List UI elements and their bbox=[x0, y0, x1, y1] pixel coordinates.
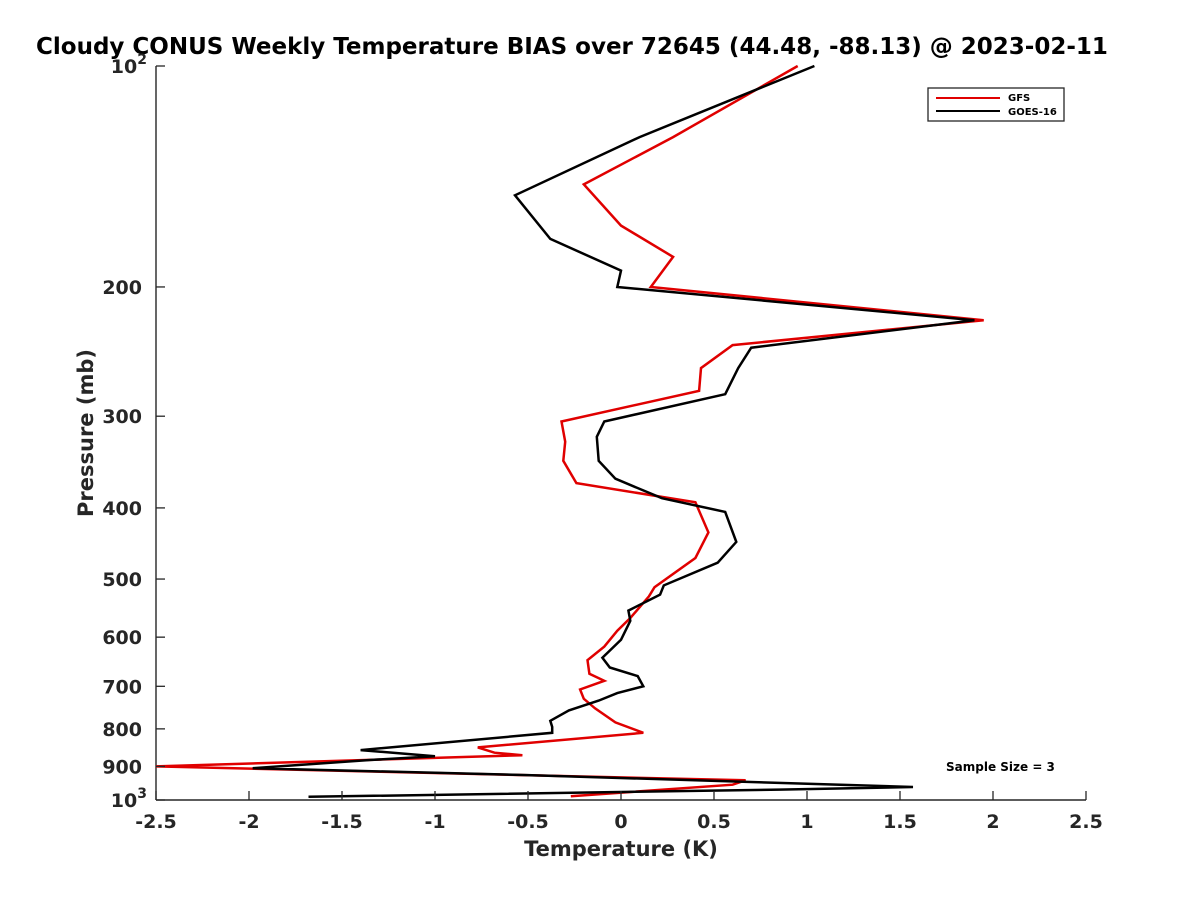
y-tick-label-4: 500 bbox=[102, 569, 142, 591]
x-tick-label-5: 0 bbox=[614, 811, 627, 833]
x-tick-label-3: -1 bbox=[424, 811, 445, 833]
x-tick-label-9: 2 bbox=[986, 811, 999, 833]
x-ticks: -2.5 -2 -1.5 -1 -0.5 0 0.5 1 1.5 2 2.5 bbox=[135, 791, 1103, 833]
chart-title: Cloudy CONUS Weekly Temperature BIAS ove… bbox=[36, 34, 1108, 60]
y-axis-label: Pressure (mb) bbox=[74, 349, 98, 517]
series-line-0 bbox=[155, 64, 984, 798]
y-tick-label-3: 400 bbox=[102, 498, 142, 520]
legend: GFS GOES-16 bbox=[927, 87, 1065, 122]
y-tick-label-5: 600 bbox=[102, 627, 142, 649]
y-tick-label-6: 700 bbox=[102, 676, 142, 698]
x-tick-label-2: -1.5 bbox=[321, 811, 363, 833]
legend-label-goes16: GOES-16 bbox=[1008, 107, 1057, 118]
x-tick-label-6: 0.5 bbox=[697, 811, 731, 833]
legend-box bbox=[927, 87, 1065, 122]
x-tick-label-0: -2.5 bbox=[135, 811, 177, 833]
y-tick-label-1: 200 bbox=[102, 277, 142, 299]
y-tick-label-9: 103 bbox=[111, 786, 147, 812]
x-tick-label-10: 2.5 bbox=[1069, 811, 1103, 833]
series-line-1 bbox=[252, 64, 975, 799]
plot-area: -2.5 -2 -1.5 -1 -0.5 0 0.5 1 1.5 2 2.5 1 0 2 200 300 40… bbox=[102, 52, 1103, 833]
sample-size-annotation: Sample Size = 3 bbox=[946, 760, 1055, 774]
x-tick-label-1: -2 bbox=[238, 811, 259, 833]
x-tick-label-7: 1 bbox=[800, 811, 813, 833]
y-tick-label-2: 300 bbox=[102, 406, 142, 428]
x-tick-label-4: -0.5 bbox=[507, 811, 549, 833]
series-layer bbox=[155, 64, 984, 799]
y-tick-label-8: 900 bbox=[102, 756, 142, 778]
legend-label-gfs: GFS bbox=[1008, 93, 1030, 104]
x-tick-label-8: 1.5 bbox=[883, 811, 917, 833]
y-tick-label-7: 800 bbox=[102, 719, 142, 741]
x-axis-label: Temperature (K) bbox=[524, 837, 718, 861]
